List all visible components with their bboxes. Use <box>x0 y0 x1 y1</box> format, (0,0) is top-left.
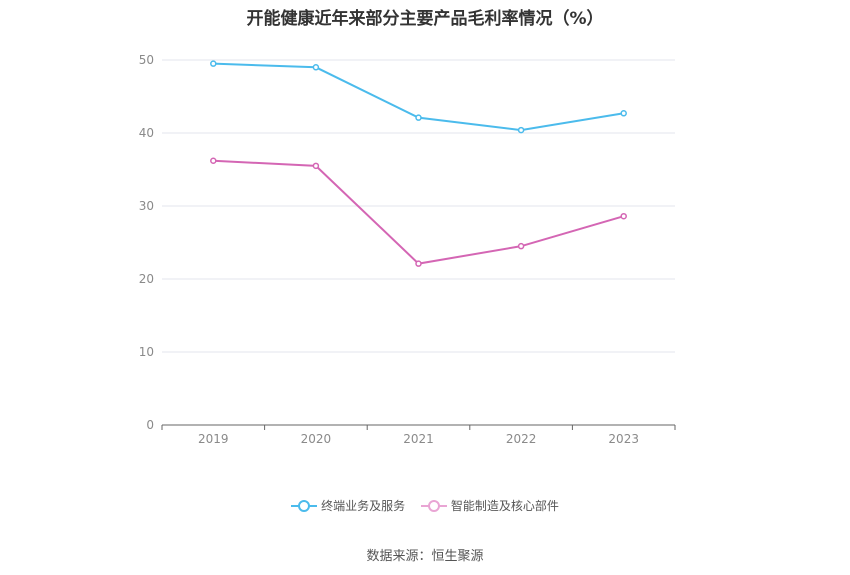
x-tick-label: 2021 <box>403 432 434 446</box>
grid-lines <box>162 59 675 353</box>
x-tick-label: 2023 <box>608 432 639 446</box>
y-tick-label: 50 <box>139 53 154 67</box>
x-tick-label: 2020 <box>301 432 332 446</box>
x-tick-label: 2022 <box>506 432 537 446</box>
data-point <box>210 157 217 164</box>
y-tick-label: 10 <box>139 345 154 359</box>
x-axis: 2019 2020 2021 2022 2023 <box>161 424 676 446</box>
source-note: 数据来源：恒生聚源 <box>366 549 484 564</box>
data-point <box>415 260 422 267</box>
series-lines <box>210 60 627 267</box>
series-line-1 <box>213 159 624 265</box>
legend-swatch-manufacturing-icon <box>420 499 447 512</box>
chart-title: 开能健康近年来部分主要产品毛利率情况（%） <box>246 9 604 29</box>
data-point <box>517 126 525 134</box>
data-point <box>210 60 217 67</box>
data-point <box>517 242 525 250</box>
y-axis: 0 10 20 30 40 50 <box>139 53 154 432</box>
legend-item-manufacturing[interactable]: 智能制造及核心部件 <box>420 497 559 514</box>
legend-swatch-terminal-icon <box>291 499 318 512</box>
data-point <box>312 162 320 170</box>
legend: 终端业务及服务 智能制造及核心部件 <box>0 497 850 516</box>
y-tick-label: 30 <box>139 199 154 213</box>
data-point <box>620 110 627 117</box>
data-point <box>312 64 320 71</box>
y-tick-label: 40 <box>139 126 154 140</box>
legend-label-manufacturing: 智能制造及核心部件 <box>450 499 559 513</box>
data-point <box>415 114 422 121</box>
x-tick-label: 2019 <box>198 432 229 446</box>
legend-label-terminal: 终端业务及服务 <box>321 499 406 513</box>
legend-item-terminal[interactable]: 终端业务及服务 <box>291 497 405 514</box>
y-tick-label: 20 <box>139 272 154 286</box>
y-tick-label: 0 <box>146 418 154 432</box>
data-point <box>620 212 627 220</box>
